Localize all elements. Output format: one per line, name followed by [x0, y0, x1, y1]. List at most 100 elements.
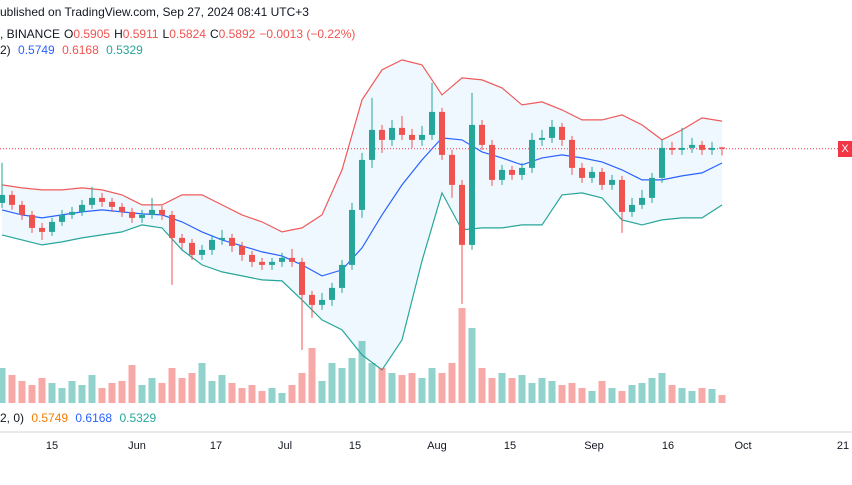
candle-body	[0, 194, 5, 203]
volume-bar	[648, 378, 656, 403]
x-tick-label: 15	[349, 440, 361, 452]
volume-bar	[308, 348, 316, 403]
candle-body	[89, 197, 95, 205]
candle-body	[219, 237, 225, 240]
candle-body	[669, 147, 675, 150]
volume-bar	[28, 385, 36, 403]
volume-bar	[268, 388, 276, 403]
volume-bar	[588, 391, 596, 403]
volume-bar	[448, 363, 456, 403]
bb-row: 2) 0.5749 0.6168 0.5329	[0, 43, 147, 57]
candle-body	[449, 154, 455, 185]
volume-bar	[338, 368, 346, 403]
candle-body	[579, 167, 585, 178]
volume-bar	[628, 385, 636, 403]
published-line: ublished on TradingView.com, Sep 27, 202…	[0, 5, 313, 19]
candle-body	[279, 257, 285, 262]
volume-bar	[238, 388, 246, 403]
ohlc-row: , BINANCE O0.5905 H0.5911 L0.5824 C0.5892 −0.…	[0, 27, 359, 41]
volume-bar	[408, 373, 416, 403]
price-tag: X	[838, 141, 852, 157]
ohlc-value: 0.5824	[169, 27, 206, 41]
candle-body	[159, 209, 165, 215]
volume-bar	[618, 391, 626, 403]
candle-body	[349, 209, 355, 265]
symbol: , BINANCE	[0, 27, 61, 41]
x-tick-label: 17	[210, 440, 222, 452]
volume-bar	[438, 373, 446, 403]
candle-body	[269, 261, 275, 265]
volume-bar	[528, 383, 536, 403]
candle-body	[239, 245, 245, 255]
candle-body	[699, 144, 705, 150]
volume-bar	[8, 375, 16, 403]
candle-body	[389, 127, 395, 140]
candle-body	[29, 214, 35, 228]
volume-bar	[698, 388, 706, 403]
candle-body	[649, 177, 655, 198]
volume-bar	[88, 375, 96, 403]
candle-body	[459, 184, 465, 245]
candle-body	[199, 249, 205, 255]
candle-body	[519, 167, 525, 175]
candle-body	[399, 127, 405, 135]
candle-body	[189, 242, 195, 255]
volume-bar	[318, 381, 326, 403]
volume-bar	[418, 378, 426, 403]
candle-body	[119, 206, 125, 212]
volume-bar	[188, 373, 196, 403]
volume-bar	[658, 373, 666, 403]
ohlc-value: 0.5905	[73, 27, 111, 41]
volume-bar	[98, 388, 106, 403]
volume-bar	[358, 341, 366, 403]
candle-body	[509, 169, 515, 175]
candle-body	[609, 179, 615, 185]
x-tick-label: 15	[46, 440, 58, 452]
volume-bar	[488, 378, 496, 403]
x-tick-label: Jun	[128, 440, 146, 452]
ohlc-key: H	[114, 27, 123, 41]
candle-body	[439, 111, 445, 155]
volume-bar	[638, 383, 646, 403]
volume-bar	[248, 385, 256, 403]
ohlc-key: L	[162, 27, 170, 41]
candle-body	[479, 124, 485, 145]
candles	[0, 82, 725, 350]
ohlc-value: 0.5892	[218, 27, 256, 41]
candle-body	[569, 139, 575, 168]
candle-body	[49, 221, 55, 232]
volume-bar	[0, 368, 6, 403]
candle-body	[529, 139, 535, 168]
candle-body	[9, 194, 15, 205]
volume-bar	[128, 365, 136, 403]
footer-value: 0.5749	[31, 411, 69, 425]
candle-body	[489, 144, 495, 180]
volume-bar	[718, 395, 726, 403]
candle-body	[129, 211, 135, 218]
footer-legend: 2, 0) 0.5749 0.6168 0.5329	[0, 411, 160, 425]
volume-bar	[608, 388, 616, 403]
candle-body	[419, 134, 425, 140]
candle-body	[139, 214, 145, 218]
volume-bar	[568, 383, 576, 403]
volume-bar	[558, 385, 566, 403]
volume-bar	[468, 328, 476, 403]
x-tick-label: Oct	[734, 440, 751, 452]
x-tick-label: 16	[662, 440, 674, 452]
candle-body	[149, 209, 155, 215]
candle-body	[249, 254, 255, 262]
volume-bar	[168, 368, 176, 403]
candle-body	[499, 169, 505, 180]
x-tick-label: Sep	[584, 440, 604, 452]
volume-bar	[78, 385, 86, 403]
volume-bar	[178, 378, 186, 403]
candle-body	[379, 129, 385, 140]
candle-body	[109, 201, 115, 207]
change: −0.0013 (−0.22%)	[259, 27, 356, 41]
volume-bar	[18, 381, 26, 403]
candle-body	[69, 211, 75, 215]
published: ublished on TradingView.com, Sep 27, 202…	[0, 5, 309, 19]
bb-params: 2)	[0, 43, 11, 57]
candle-body	[629, 204, 635, 212]
volume-bar	[208, 381, 216, 403]
